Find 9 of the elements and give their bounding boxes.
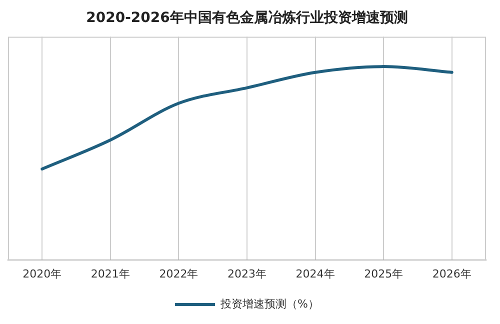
- x-tick-label: 2020年: [22, 267, 62, 280]
- legend-label: 投资增速预测（%）: [220, 297, 319, 310]
- x-tick-label: 2021年: [90, 267, 130, 280]
- x-tick-label: 2022年: [159, 267, 198, 280]
- x-tick-label: 2023年: [228, 267, 266, 280]
- chart-title: 2020-2026年中国有色金属冶炼行业投资增速预测: [86, 10, 408, 26]
- x-tick-label: 2024年: [296, 267, 335, 280]
- x-tick-label: 2025年: [364, 267, 404, 280]
- x-tick-label: 2026年: [432, 267, 472, 280]
